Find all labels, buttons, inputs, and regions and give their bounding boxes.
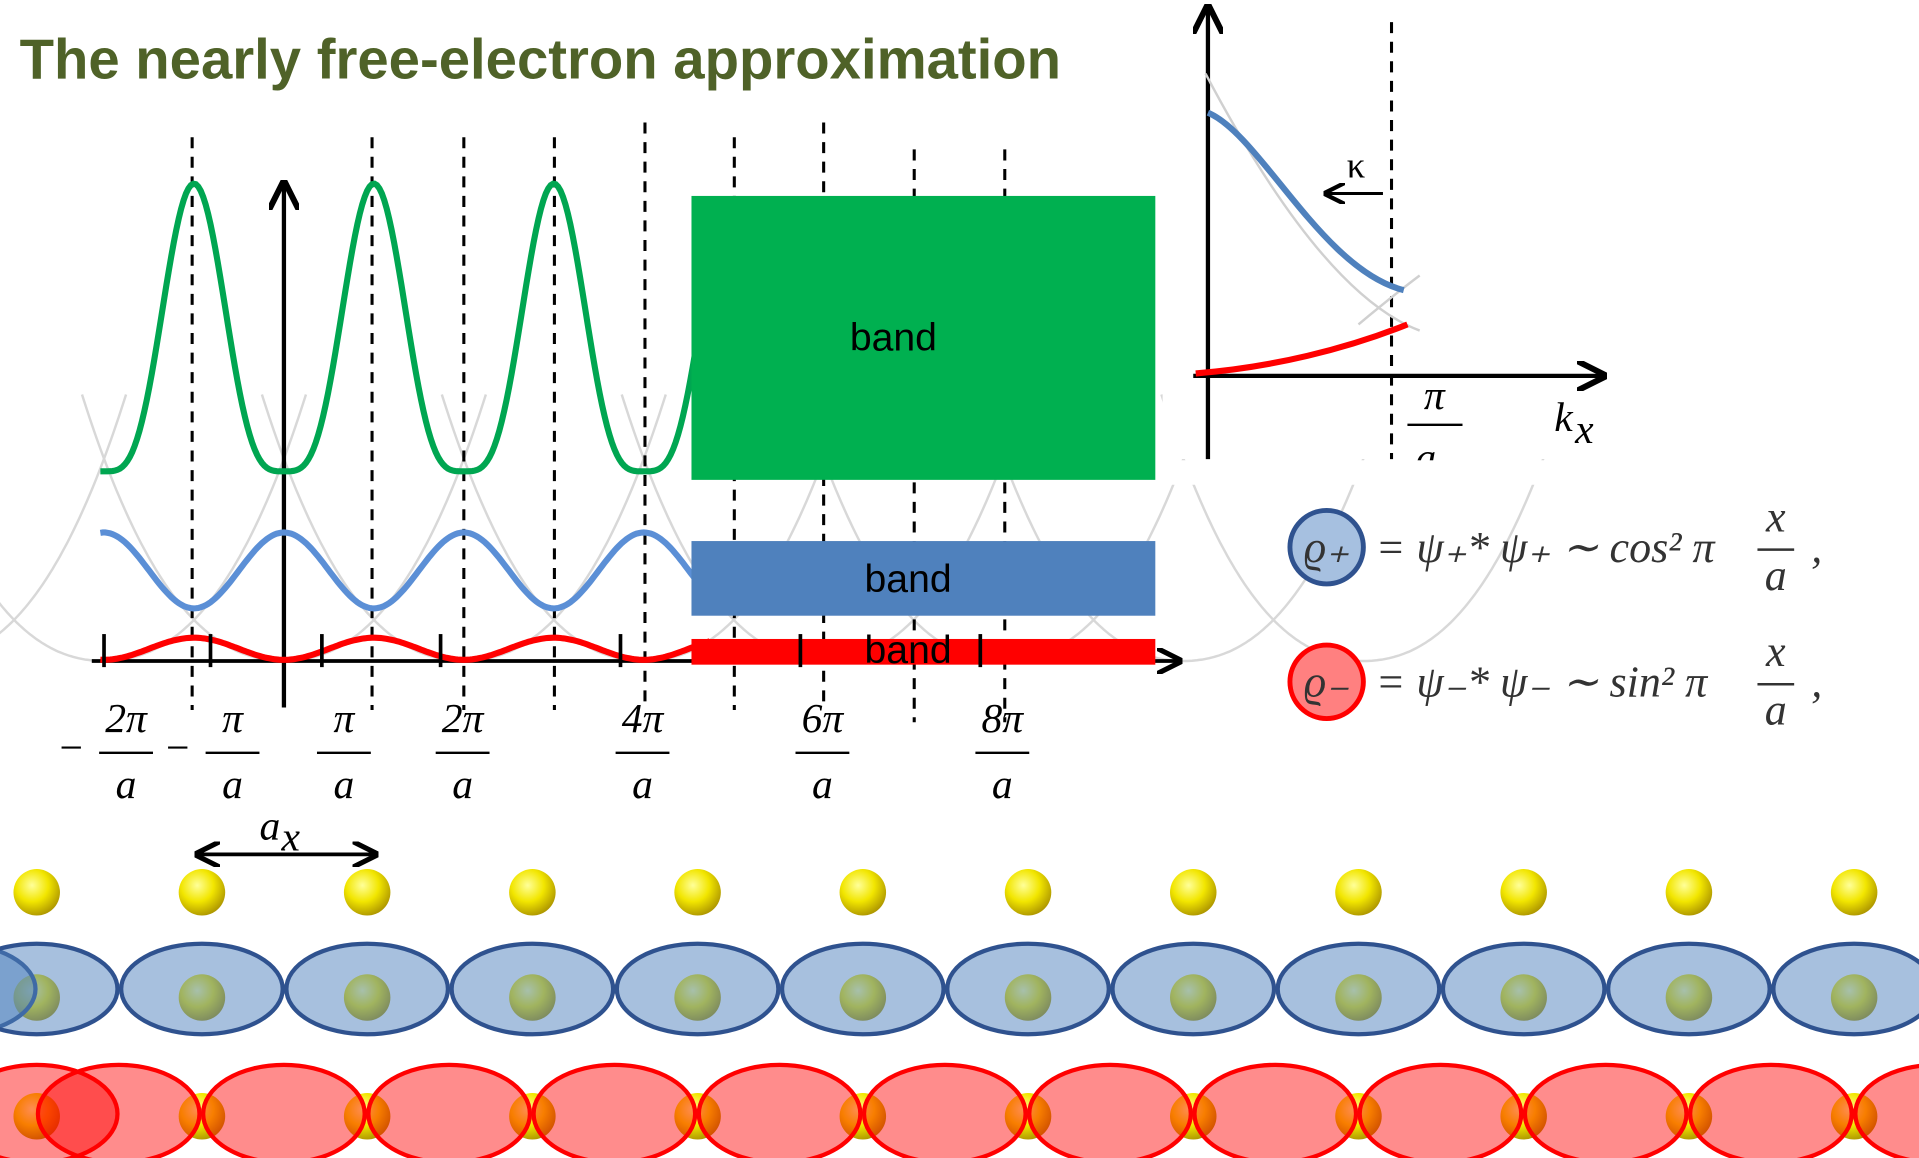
density-symbol: ϱ₊: [1304, 523, 1350, 572]
equation-den: a: [1765, 551, 1787, 600]
tick-denominator: a: [992, 762, 1013, 808]
slide: The nearly free-electron approximation b…: [0, 0, 1919, 1158]
equation-lhs: = ψ₊* ψ₊ ∼ cos² π: [1376, 523, 1717, 572]
tick-numerator: 2π: [442, 696, 485, 742]
density-plus: [782, 944, 944, 1035]
atom: [1335, 869, 1382, 916]
density-minus: [1360, 1065, 1522, 1158]
band-label: band: [865, 558, 952, 601]
band-label: band: [850, 317, 937, 360]
tick-numerator: π: [222, 696, 244, 742]
density-minus: [1194, 1065, 1356, 1158]
equation-tail: ,: [1811, 523, 1822, 572]
tick-denominator: a: [632, 762, 653, 808]
band-label: band: [865, 629, 952, 672]
density-plus: [1608, 944, 1770, 1035]
inset-clip: [1157, 460, 1622, 484]
density-minus: [534, 1065, 696, 1158]
atom: [509, 869, 556, 916]
density-minus: [699, 1065, 861, 1158]
tick-numerator: 8π: [982, 696, 1025, 742]
density-plus: [1112, 944, 1274, 1035]
density-plus: [947, 944, 1109, 1035]
density-plus: [1278, 944, 1440, 1035]
density-minus: [203, 1065, 365, 1158]
equation-num: x: [1765, 627, 1786, 676]
atom: [179, 869, 226, 916]
lattice-sub: x: [280, 815, 300, 861]
tick-numerator: 2π: [105, 696, 148, 742]
density-minus: [368, 1065, 530, 1158]
atom: [13, 869, 60, 916]
atom: [1666, 869, 1713, 916]
tick-sign: −: [163, 725, 191, 771]
density-minus: [1690, 1065, 1852, 1158]
boundary-num: π: [1424, 373, 1446, 419]
atom: [1005, 869, 1052, 916]
equation-den: a: [1765, 686, 1787, 735]
lattice-label: a: [259, 804, 280, 850]
atom: [1831, 869, 1878, 916]
tick-denominator: a: [333, 762, 354, 808]
density-plus: [121, 944, 283, 1035]
tick-denominator: a: [222, 762, 243, 808]
density-plus: [1443, 944, 1605, 1035]
tick-denominator: a: [812, 762, 833, 808]
equation-tail: ,: [1811, 657, 1822, 706]
tick-numerator: π: [333, 696, 355, 742]
density-minus: [864, 1065, 1026, 1158]
tick-denominator: a: [452, 762, 473, 808]
slide-title: The nearly free-electron approximation: [20, 27, 1061, 90]
inset-bg: [1163, 0, 1616, 459]
density-plus: [286, 944, 448, 1035]
atom: [1500, 869, 1547, 916]
atom: [344, 869, 391, 916]
tick-sign: −: [57, 725, 85, 771]
tick-denominator: a: [116, 762, 137, 808]
k-axis-label: k: [1554, 395, 1574, 441]
kappa-label: κ: [1347, 145, 1366, 186]
tick-numerator: 4π: [622, 696, 665, 742]
tick-numerator: 6π: [802, 696, 845, 742]
density-plus: [452, 944, 614, 1035]
atom: [1170, 869, 1217, 916]
atom: [674, 869, 721, 916]
density-minus: [1525, 1065, 1687, 1158]
equation-lhs: = ψ₋* ψ₋ ∼ sin² π: [1376, 657, 1710, 706]
atom: [840, 869, 887, 916]
density-symbol: ϱ₋: [1304, 657, 1350, 706]
density-plus: [1773, 944, 1919, 1035]
density-minus: [1029, 1065, 1191, 1158]
k-axis-sub: x: [1574, 407, 1594, 453]
density-plus: [617, 944, 779, 1035]
equation-num: x: [1765, 492, 1786, 541]
density-minus: [38, 1065, 200, 1158]
